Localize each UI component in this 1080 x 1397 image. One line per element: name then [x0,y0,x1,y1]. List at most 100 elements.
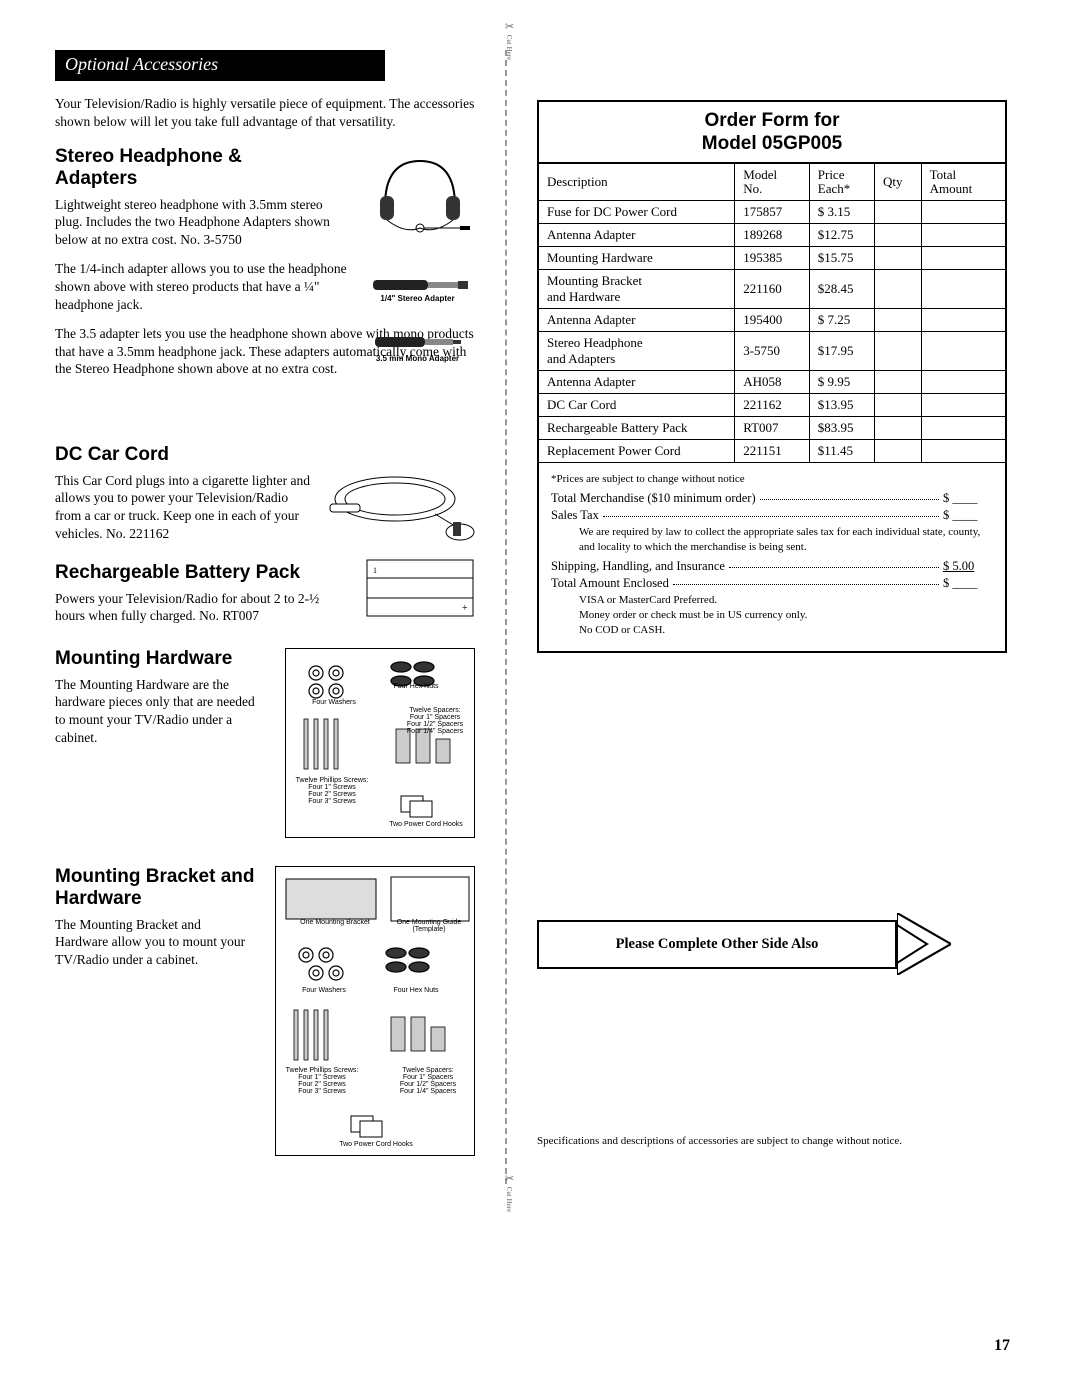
left-column: Optional Accessories Your Television/Rad… [55,50,475,1184]
pay-sub: VISA or MasterCard Preferred. Money orde… [579,593,993,638]
cell-price: $28.45 [809,270,874,309]
svg-text:1: 1 [373,566,377,575]
cell-qty[interactable] [875,332,922,371]
cell-price: $13.95 [809,394,874,417]
washers-label: Four Washers [304,699,364,706]
right-column: Order Form forModel 05GP005 Description … [537,50,1007,1184]
arrow-icon [897,913,951,975]
ship-label: Shipping, Handling, and Insurance [551,559,725,574]
battery-p: Powers your Television/Radio for about 2… [55,590,345,625]
cell-price: $12.75 [809,224,874,247]
th-model: Model No. [735,164,810,201]
tax-amt[interactable]: $ ____ [943,508,993,523]
merch-label: Total Merchandise ($10 minimum order) [551,491,756,506]
cell-desc: Stereo Headphone and Adapters [539,332,735,371]
table-row: Antenna Adapter195400$ 7.25 [539,309,1005,332]
hw-p: The Mounting Hardware are the hardware p… [55,676,265,746]
scissors-icon: ✂ [503,1172,516,1185]
cell-total[interactable] [921,270,1005,309]
bracket-label: One Mounting Bracket [290,919,380,926]
cell-qty[interactable] [875,270,922,309]
merch-amt[interactable]: $ ____ [943,491,993,506]
cell-total[interactable] [921,440,1005,463]
price-note: *Prices are subject to change without no… [551,473,993,485]
table-row: Replacement Power Cord221151$11.45 [539,440,1005,463]
footnote: Specifications and descriptions of acces… [537,1135,1007,1147]
complete-other-side: Please Complete Other Side Also [537,913,1007,975]
cell-desc: Antenna Adapter [539,371,735,394]
tax-label: Sales Tax [551,508,599,523]
battery-section: Rechargeable Battery Pack Powers your Te… [55,562,475,630]
cell-desc: Antenna Adapter [539,224,735,247]
cell-price: $ 7.25 [809,309,874,332]
cell-qty[interactable] [875,309,922,332]
cell-total[interactable] [921,417,1005,440]
bracket-title: Mounting Bracket and Hardware [55,866,265,910]
table-row: DC Car Cord221162$13.95 [539,394,1005,417]
hooks-label2: Two Power Cord Hooks [331,1141,421,1148]
nuts-label2: Four Hex Nuts [386,987,446,994]
headphone-p1: Lightweight stereo headphone with 3.5mm … [55,196,345,249]
cell-desc: Rechargeable Battery Pack [539,417,735,440]
total-label: Total Amount Enclosed [551,576,669,591]
cell-desc: DC Car Cord [539,394,735,417]
headphone-section: Stereo Headphone & Adapters Lightweight … [55,146,475,426]
hooks-label: Two Power Cord Hooks [381,821,471,828]
carcord-icon [325,464,475,544]
cell-desc: Mounting Hardware [539,247,735,270]
cell-total[interactable] [921,309,1005,332]
arrow-text: Please Complete Other Side Also [537,920,897,969]
intro-text: Your Television/Radio is highly versatil… [55,95,475,130]
hw-section: Mounting Hardware The Mounting Hardware … [55,648,475,848]
cell-qty[interactable] [875,247,922,270]
cell-price: $17.95 [809,332,874,371]
screws-label: Twelve Phillips Screws: Four 1" Screws F… [292,777,372,805]
total-amt[interactable]: $ ____ [943,576,993,591]
cut-here-top: ✂ Cut Here [503,20,516,60]
cell-total[interactable] [921,394,1005,417]
cell-model: AH058 [735,371,810,394]
cell-qty[interactable] [875,371,922,394]
cell-price: $ 9.95 [809,371,874,394]
cell-total[interactable] [921,224,1005,247]
th-total: Total Amount [921,164,1005,201]
cell-qty[interactable] [875,394,922,417]
cell-model: 221160 [735,270,810,309]
carcord-p: This Car Cord plugs into a cigarette lig… [55,472,315,542]
cell-total[interactable] [921,371,1005,394]
cell-total[interactable] [921,332,1005,371]
cell-total[interactable] [921,201,1005,224]
adapter2-icon: 3.5 mm Mono Adapter [360,334,475,363]
cell-qty[interactable] [875,440,922,463]
page-number: 17 [994,1337,1010,1355]
carcord-title: DC Car Cord [55,444,475,466]
battery-icon: 1 + [365,558,475,618]
spacers-label: Twelve Spacers: Four 1" Spacers Four 1/2… [396,707,474,735]
cell-desc: Mounting Bracket and Hardware [539,270,735,309]
headphone-title: Stereo Headphone & Adapters [55,146,305,190]
order-table: Description Model No. Price Each* Qty To… [539,164,1005,464]
cell-total[interactable] [921,247,1005,270]
cell-model: 189268 [735,224,810,247]
table-row: Mounting Bracket and Hardware221160$28.4… [539,270,1005,309]
scissors-icon: ✂ [503,20,516,33]
cell-desc: Antenna Adapter [539,309,735,332]
cell-model: 195385 [735,247,810,270]
cell-qty[interactable] [875,224,922,247]
ship-amt: $ 5.00 [943,559,993,574]
cell-model: 221151 [735,440,810,463]
svg-text:+: + [462,603,468,614]
cell-model: 3-5750 [735,332,810,371]
th-qty: Qty [875,164,922,201]
cell-qty[interactable] [875,201,922,224]
cell-price: $ 3.15 [809,201,874,224]
cell-qty[interactable] [875,417,922,440]
bracket-illustration: One Mounting Bracket One Mounting Guide … [275,866,475,1156]
order-footer: *Prices are subject to change without no… [539,463,1005,651]
nuts-label: Four Hex Nuts [386,683,446,690]
headphone-icon [365,146,475,236]
cell-desc: Fuse for DC Power Cord [539,201,735,224]
table-row: Rechargeable Battery PackRT007$83.95 [539,417,1005,440]
cell-model: RT007 [735,417,810,440]
cell-model: 195400 [735,309,810,332]
